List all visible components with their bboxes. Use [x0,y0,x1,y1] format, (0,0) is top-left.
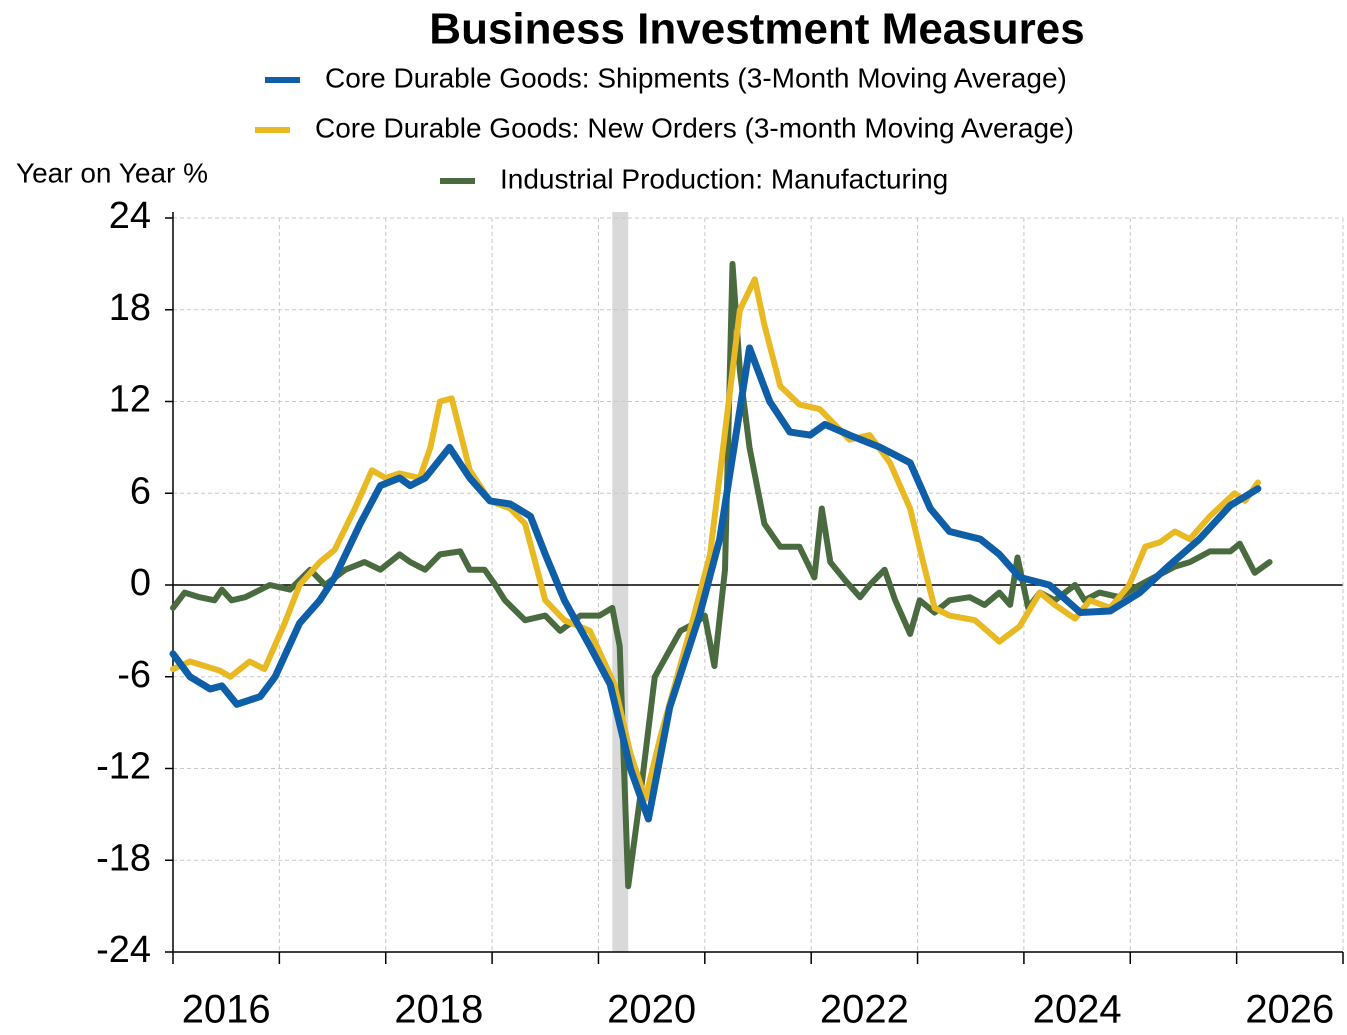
y-tick-label: -18 [96,837,151,879]
x-tick-label: 2016 [182,988,271,1032]
chart-title: Business Investment Measures [429,5,1084,54]
y-tick-label: -6 [117,654,151,696]
x-tick-label: 2026 [1245,988,1334,1032]
x-tick-label: 2018 [394,988,483,1032]
y-tick-label: -12 [96,746,151,788]
x-tick-label: 2022 [820,988,909,1032]
legend-label: Core Durable Goods: Shipments (3-Month M… [325,62,1067,93]
y-tick-label: -24 [96,929,151,971]
x-tick-label: 2024 [1033,988,1122,1032]
y-tick-label: 18 [109,287,151,329]
y-tick-label: 12 [109,379,151,421]
y-axis-label: Year on Year % [16,157,208,188]
series-line [169,344,1262,823]
legend-label: Industrial Production: Manufacturing [500,163,948,194]
y-tick-label: 24 [109,195,151,237]
legend-label: Core Durable Goods: New Orders (3-month … [315,112,1074,143]
y-tick-label: 0 [130,562,151,604]
series-line [170,276,1261,803]
x-tick-label: 2020 [607,988,696,1032]
y-tick-label: 6 [130,470,151,512]
